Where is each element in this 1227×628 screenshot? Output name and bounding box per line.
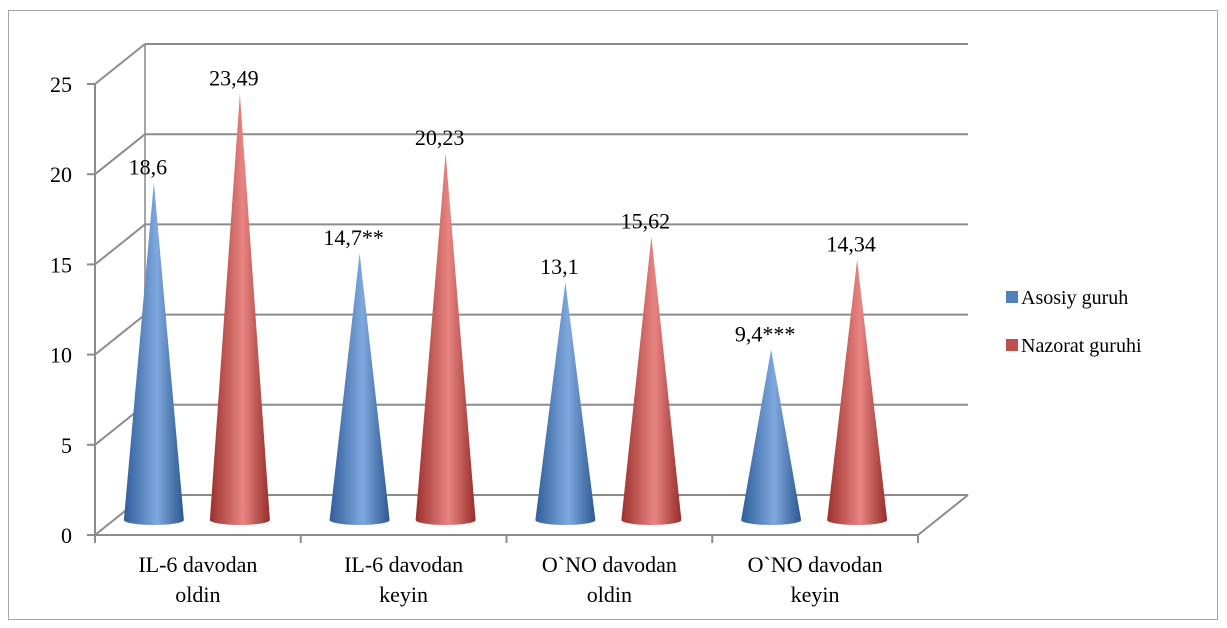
legend: Asosiy guruh Nazorat guruhi bbox=[1006, 287, 1142, 357]
cone-nazorat bbox=[415, 152, 476, 525]
data-label: 14,7** bbox=[323, 225, 384, 250]
category-labels: IL-6 davodan oldin IL-6 davodan keyin O`NO d… bbox=[138, 552, 882, 607]
data-labels: 18,6 23,49 14,7** 20,23 13,1 15,62 9,4*** 14,34 bbox=[129, 66, 876, 347]
legend-swatch bbox=[1006, 339, 1018, 351]
legend-entry: Asosiy guruh bbox=[1021, 287, 1128, 309]
cone-nazorat bbox=[621, 236, 682, 525]
data-label: 13,1 bbox=[540, 254, 579, 279]
data-label: 23,49 bbox=[209, 66, 259, 91]
y-tick-label: 25 bbox=[50, 72, 72, 97]
data-label: 14,34 bbox=[826, 232, 876, 257]
data-label: 9,4*** bbox=[735, 321, 796, 346]
cone-nazorat bbox=[209, 93, 270, 525]
cone-nazorat bbox=[827, 259, 888, 525]
y-tick-label: 0 bbox=[61, 523, 72, 548]
x-category-label: IL-6 davodan bbox=[138, 552, 257, 577]
gridline-diagonal bbox=[94, 223, 146, 266]
y-tick-label: 20 bbox=[50, 162, 72, 187]
legend-swatch bbox=[1006, 291, 1018, 303]
cone-asosiy bbox=[329, 253, 390, 525]
cone-asosiy bbox=[123, 182, 184, 525]
x-category-label: oldin bbox=[175, 582, 220, 607]
cones bbox=[123, 93, 888, 525]
cone-asosiy bbox=[535, 282, 596, 525]
data-label: 15,62 bbox=[621, 208, 671, 233]
gridline-diagonal bbox=[94, 313, 146, 356]
y-tick-label: 15 bbox=[50, 252, 72, 277]
cone-asosiy bbox=[741, 349, 802, 525]
y-tick-label: 5 bbox=[61, 433, 72, 458]
gridline-diagonal bbox=[94, 133, 146, 175]
data-label: 20,23 bbox=[415, 125, 465, 150]
gridline-diagonal bbox=[94, 43, 146, 85]
x-category-label: IL-6 davodan bbox=[344, 552, 463, 577]
x-category-label: keyin bbox=[791, 582, 840, 607]
y-tick-label: 10 bbox=[50, 343, 72, 368]
data-label: 18,6 bbox=[129, 154, 168, 179]
x-category-label: O`NO davodan bbox=[748, 552, 883, 577]
x-category-label: O`NO davodan bbox=[542, 552, 677, 577]
axes: 0 5 10 15 20 25 bbox=[50, 72, 919, 548]
floor-right-edge bbox=[917, 494, 969, 536]
legend-entry: Nazorat guruhi bbox=[1021, 335, 1142, 357]
x-category-label: oldin bbox=[587, 582, 632, 607]
x-category-label: keyin bbox=[379, 582, 428, 607]
